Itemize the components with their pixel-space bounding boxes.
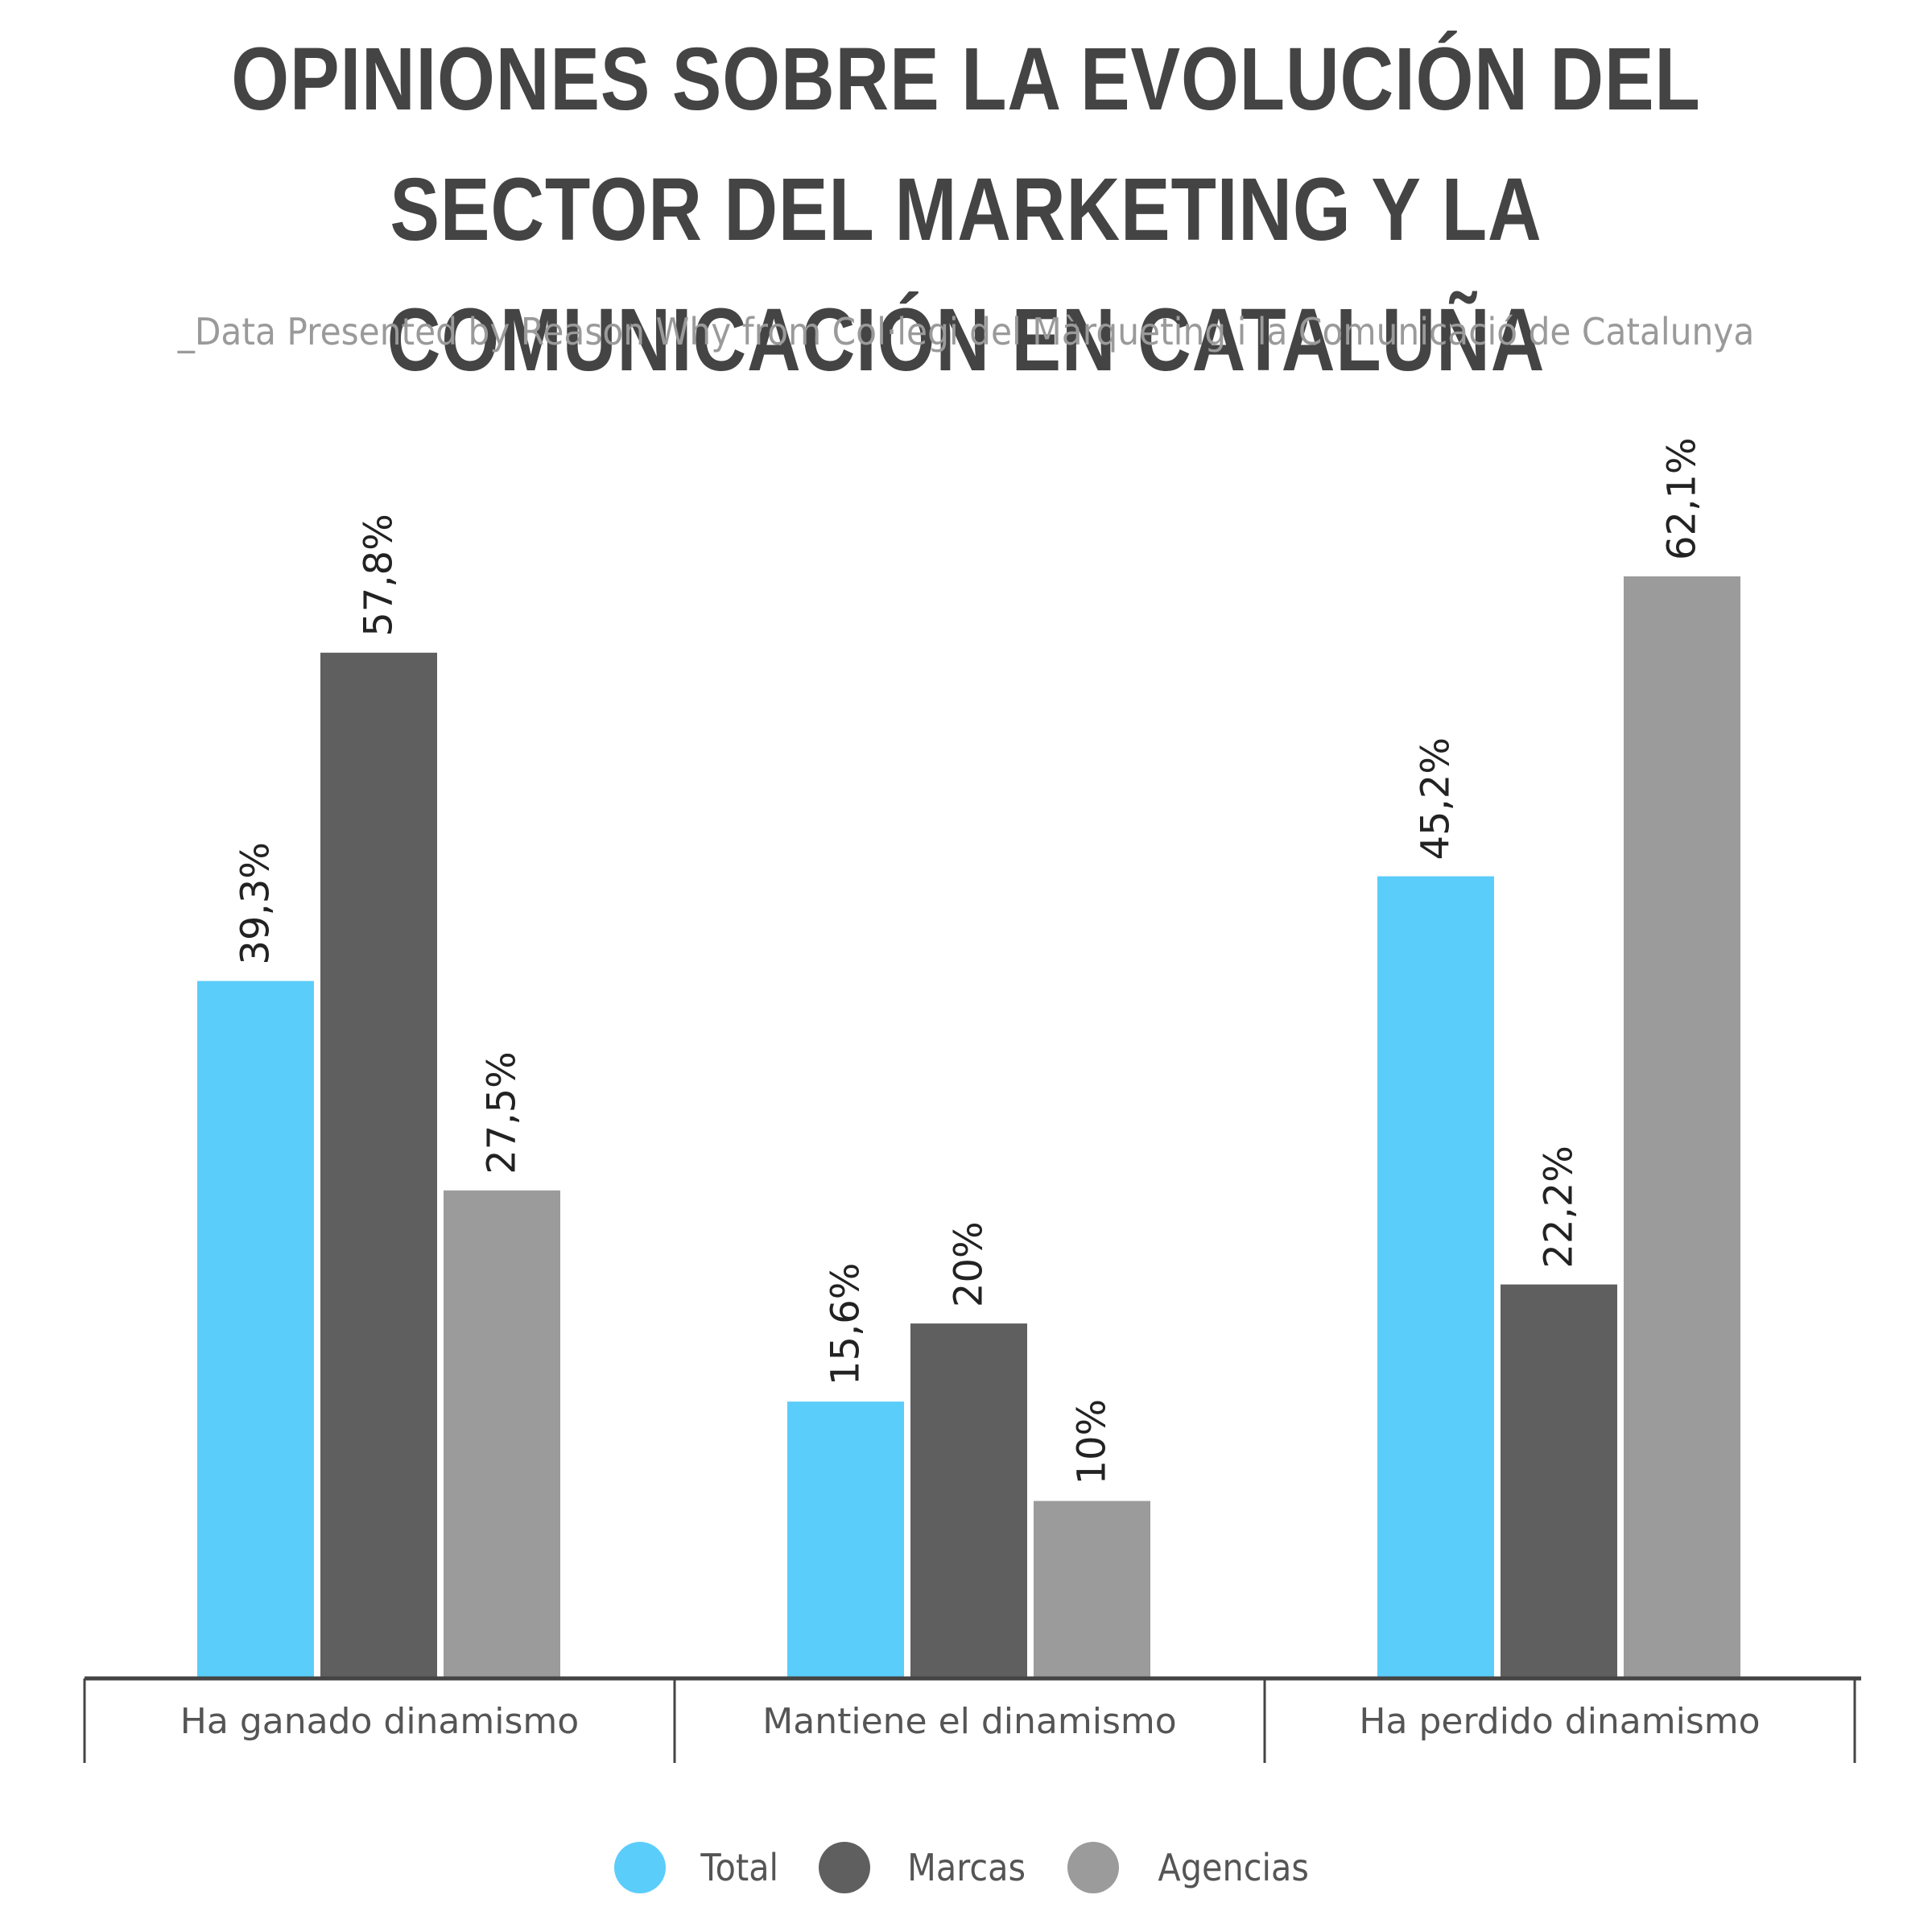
category-label-2: Ha perdido dinamismo	[1359, 1701, 1760, 1742]
bar-agencias-0	[444, 1190, 560, 1678]
bar-total-2	[1377, 876, 1494, 1678]
chart-title: OPINIONES SOBRE LA EVOLUCIÓN DEL SECTOR …	[231, 30, 1701, 390]
legend-label-agencias: Agencias	[1158, 1846, 1310, 1889]
bar-total-0	[197, 980, 314, 1678]
legend-item-agencias: Agencias	[1067, 1842, 1317, 1893]
legend-swatch-agencias	[1067, 1842, 1120, 1893]
data-label-agencias-2: 62,1%	[1660, 438, 1705, 560]
legend-item-total: Total	[614, 1842, 782, 1893]
chart-subtitle: _Data Presented by Reason Why from Col·l…	[177, 310, 1755, 353]
legend-item-marcas: Marcas	[818, 1842, 1032, 1893]
data-label-total-2: 45,2%	[1414, 737, 1459, 860]
legend: Total Marcas Agencias	[0, 1839, 1932, 1896]
legend-swatch-marcas	[818, 1842, 870, 1893]
bar-marcas-1	[910, 1323, 1027, 1678]
category-label-1: Mantiene el dinamismo	[762, 1701, 1176, 1742]
data-label-total-1: 15,6%	[824, 1263, 869, 1385]
data-label-agencias-0: 27,5%	[480, 1051, 525, 1174]
bar-agencias-2	[1624, 576, 1740, 1678]
bar-marcas-0	[320, 652, 437, 1678]
data-label-agencias-1: 10%	[1070, 1399, 1115, 1485]
category-label-0: Ha ganado dinamismo	[180, 1701, 579, 1742]
legend-label-marcas: Marcas	[907, 1846, 1026, 1889]
bar-marcas-2	[1501, 1284, 1617, 1678]
bar-agencias-1	[1034, 1501, 1150, 1678]
legend-swatch-total	[614, 1842, 667, 1893]
data-label-marcas-1: 20%	[947, 1221, 992, 1307]
legend-label-total: Total	[700, 1846, 779, 1889]
bar-total-1	[787, 1402, 904, 1678]
data-label-total-0: 39,3%	[233, 842, 279, 964]
data-label-marcas-2: 22,2%	[1537, 1146, 1582, 1268]
data-label-marcas-0: 57,8%	[357, 514, 402, 636]
